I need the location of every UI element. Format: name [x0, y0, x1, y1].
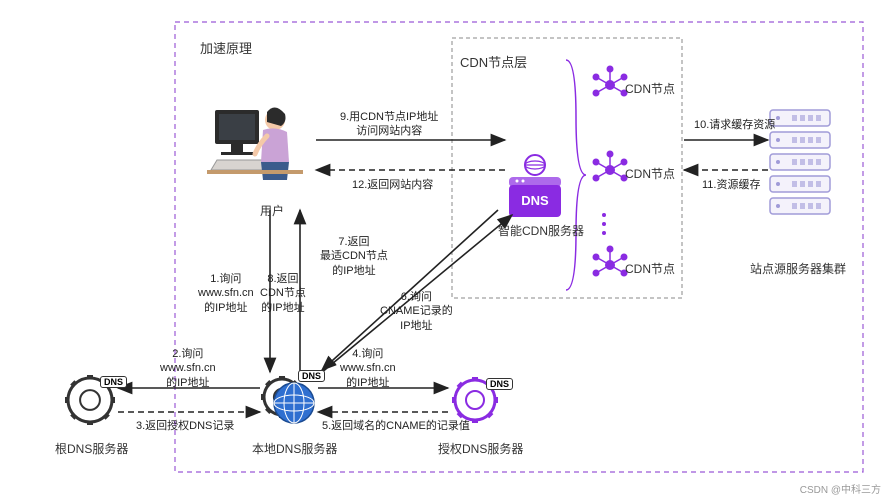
edge-e12-label: 12.返回网站内容 [352, 178, 433, 192]
user-icon [207, 107, 303, 180]
localdns-globe [274, 383, 314, 423]
edge-e11-label: 11.资源缓存 [702, 178, 760, 192]
localdns-badge: DNS [298, 370, 325, 382]
edge-e3-label: 3.返回授权DNS记录 [136, 419, 234, 433]
cdnnode1-label: CDN节点 [625, 80, 675, 97]
origin-label: 站点源服务器集群 [750, 260, 846, 277]
watermark: CSDN @中科三方 [800, 481, 881, 496]
brace [566, 60, 586, 290]
authdns-label: 授权DNS服务器 [438, 440, 523, 457]
edge-e9-label: 9.用CDN节点IP地址 访问网站内容 [340, 110, 438, 139]
cdnnode3-label: CDN节点 [625, 260, 675, 277]
edge-e5-label: 5.返回域名的CNAME的记录值 [322, 419, 470, 433]
rootdns-label: 根DNS服务器 [55, 440, 128, 457]
outer-box-title: 加速原理 [200, 38, 252, 57]
cdnnode1-icon [593, 66, 628, 97]
user-label: 用户 [260, 202, 284, 219]
edge-e8-label: 8.返回 CDN节点 的IP地址 [260, 272, 306, 315]
authdns-badge: DNS [486, 378, 513, 390]
rootdns-badge: DNS [100, 376, 127, 388]
smartcdn-label: 智能CDN服务器 [498, 222, 584, 239]
smartcdn-icon: DNS [509, 155, 561, 217]
edge-e4-label: 4.询问 www.sfn.cn 的IP地址 [340, 347, 396, 390]
cdn-layer-title: CDN节点层 [460, 52, 527, 71]
edge-e7-label: 7.返回 最适CDN节点 的IP地址 [320, 235, 388, 278]
edge-e2-label: 2.询问 www.sfn.cn 的IP地址 [160, 347, 216, 390]
origin-servers-icon [770, 110, 830, 214]
cdnnode2-icon [593, 151, 628, 182]
edge-e10-label: 10.请求缓存资源 [694, 118, 775, 132]
localdns-label: 本地DNS服务器 [252, 440, 337, 457]
edge-e6-label: 6.询问 CNAME记录的 IP地址 [380, 290, 453, 333]
edge-e1-label: 1.询问 www.sfn.cn 的IP地址 [198, 272, 254, 315]
cdnnode3-icon [593, 246, 628, 277]
cdnnode2-label: CDN节点 [625, 165, 675, 182]
svg-text:DNS: DNS [521, 193, 549, 208]
